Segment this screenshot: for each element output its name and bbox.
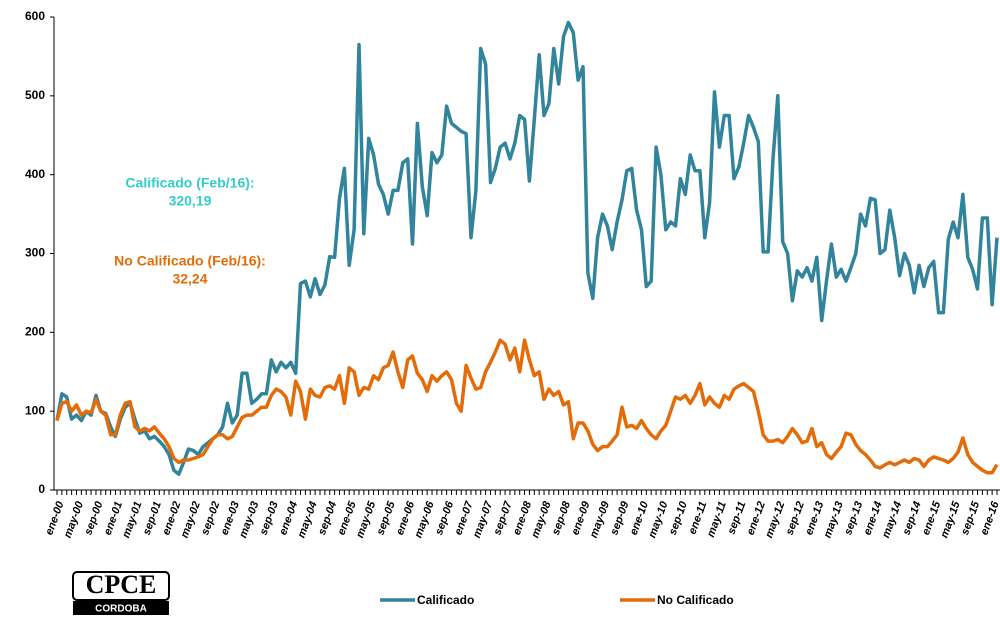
annotation-value: 32,24 [172,271,207,287]
logo-band [73,601,169,615]
legend-label: Calificado [417,593,474,607]
series-line [55,338,999,475]
legend-label: No Calificado [657,593,734,607]
y-tick-label: 300 [25,246,45,260]
y-tick-label: 400 [25,167,45,181]
series-line [55,20,999,476]
y-tick-label: 100 [25,403,45,417]
y-tick-label: 200 [25,325,45,339]
y-tick-label: 500 [25,88,45,102]
y-tick-label: 600 [25,9,45,23]
logo-frame [72,571,170,601]
annotation: No Calificado (Feb/16): [114,253,266,269]
logo-subtext: CORDOBA [95,604,147,615]
logo: CPCE CORDOBA [72,570,170,615]
y-tick-label: 0 [38,482,45,496]
logo-text: CPCE [86,570,157,599]
annotation-value: 320,19 [169,193,212,209]
annotation: Calificado (Feb/16): [125,175,254,191]
